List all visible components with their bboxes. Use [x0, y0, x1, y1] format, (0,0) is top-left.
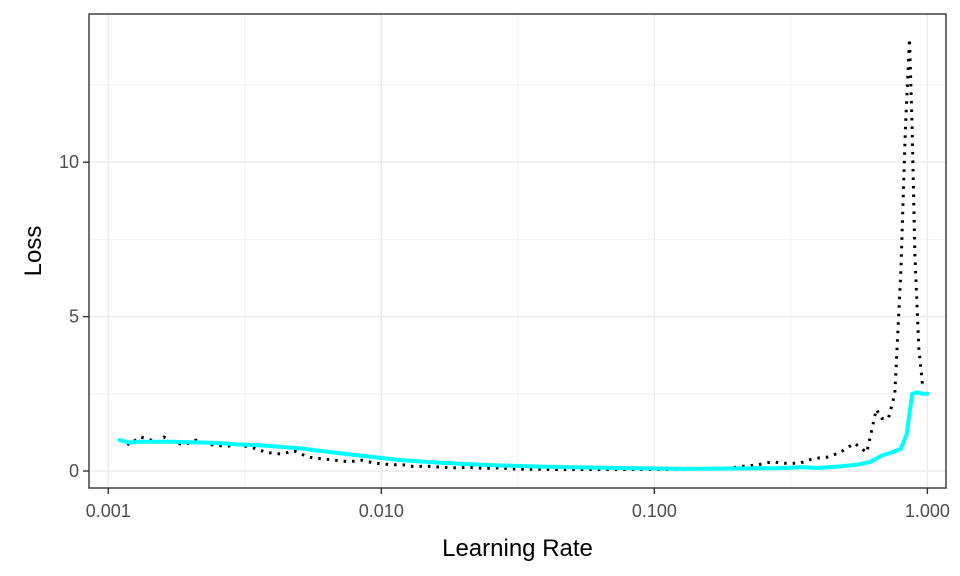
- x-tick-label: 0.001: [86, 501, 131, 521]
- x-tick-label: 0.100: [632, 501, 677, 521]
- x-axis-title: Learning Rate: [442, 535, 593, 562]
- y-tick-label: 0: [69, 461, 79, 481]
- major-gridlines: [89, 14, 946, 488]
- series-layer: [117, 37, 930, 471]
- y-tick-label: 10: [59, 152, 79, 172]
- y-axis-title: Loss: [20, 226, 47, 277]
- x-tick-label: 0.010: [359, 501, 404, 521]
- x-tick-label: 1.000: [905, 501, 950, 521]
- smoothed-loss-line: [117, 390, 930, 471]
- minor-gridlines: [89, 14, 946, 488]
- x-axis: 0.001 0.010 0.100 1.000: [86, 488, 950, 521]
- y-tick-label: 5: [69, 307, 79, 327]
- y-axis: 0 5 10: [59, 152, 89, 481]
- plot-panel-border: [88, 13, 947, 489]
